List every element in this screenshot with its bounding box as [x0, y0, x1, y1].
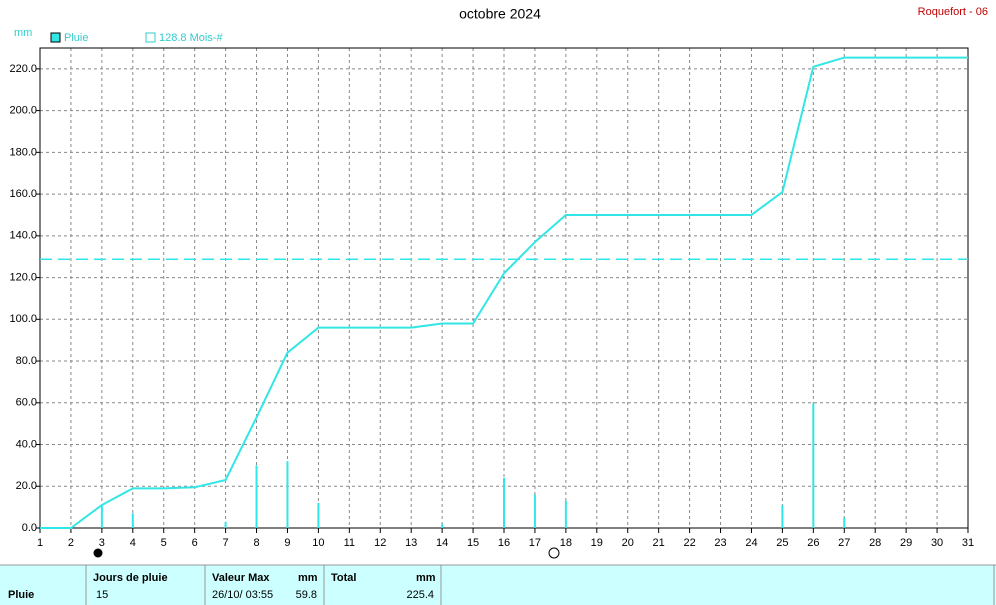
- x-tick-label: 19: [591, 537, 603, 549]
- x-tick-label: 17: [529, 537, 541, 549]
- x-tick-label: 7: [223, 537, 229, 549]
- legend-swatch: [145, 32, 156, 43]
- x-tick-label: 23: [714, 537, 726, 549]
- bar: [812, 403, 815, 528]
- x-tick-label: 3: [99, 537, 105, 549]
- y-tick-label: 180.0: [9, 146, 37, 158]
- x-tick-label: 10: [312, 537, 324, 549]
- x-tick-label: 22: [683, 537, 695, 549]
- bar: [533, 494, 536, 528]
- x-tick-label: 21: [653, 537, 665, 549]
- y-tick-label: 80.0: [16, 355, 37, 367]
- station: Roquefort - 06: [918, 6, 988, 18]
- x-tick-label: 13: [405, 537, 417, 549]
- x-tick-label: 4: [130, 537, 136, 549]
- cell: 59.8: [296, 589, 317, 601]
- bar: [100, 505, 103, 528]
- y-tick-label: 160.0: [9, 188, 37, 200]
- x-tick-label: 24: [745, 537, 757, 549]
- x-tick-label: 14: [436, 537, 448, 549]
- x-tick-label: 18: [560, 537, 572, 549]
- x-tick-label: 29: [900, 537, 912, 549]
- x-tick-label: 9: [284, 537, 290, 549]
- bar: [843, 517, 846, 528]
- x-tick-label: 12: [374, 537, 386, 549]
- header: Jours de pluie: [93, 572, 168, 584]
- x-tick-label: 30: [931, 537, 943, 549]
- bar: [286, 461, 289, 528]
- bar: [131, 513, 134, 528]
- cumulative-line: [40, 56, 968, 529]
- y-tick-label: 140.0: [9, 230, 37, 242]
- bar: [503, 477, 505, 528]
- x-tick-label: 16: [498, 537, 510, 549]
- y-tick-label: 20.0: [16, 480, 37, 492]
- x-tick-label: 25: [776, 537, 788, 549]
- table-bg: [0, 565, 996, 605]
- x-tick-label: 20: [622, 537, 634, 549]
- legend-label: Pluie: [64, 32, 88, 44]
- chart-title: octobre 2024: [459, 6, 541, 22]
- x-tick-label: 11: [344, 537, 355, 549]
- x-tick-label: 28: [869, 537, 881, 549]
- x-tick-label: 8: [253, 537, 259, 549]
- row-label: Pluie: [8, 589, 34, 601]
- bar: [564, 500, 567, 528]
- x-tick-label: 1: [37, 537, 43, 549]
- x-tick-label: 26: [807, 537, 819, 549]
- header: mm: [298, 572, 318, 584]
- y-label: mm: [14, 27, 32, 39]
- moon-icon: [548, 547, 560, 559]
- y-tick-label: 200.0: [9, 105, 37, 117]
- x-tick-label: 2: [68, 537, 74, 549]
- x-tick-label: 15: [467, 537, 479, 549]
- x-tick-label: 31: [962, 537, 974, 549]
- x-tick-label: 5: [161, 537, 167, 549]
- y-tick-label: 40.0: [16, 438, 37, 450]
- cell: 225.4: [406, 589, 434, 601]
- bar: [255, 465, 258, 528]
- cell: 15: [96, 589, 108, 601]
- header: Total: [331, 572, 356, 584]
- y-tick-label: 120.0: [9, 271, 37, 283]
- header: Valeur Max: [212, 572, 270, 584]
- header: mm: [416, 572, 436, 584]
- y-tick-label: 0.0: [22, 522, 37, 534]
- moon-icon: [93, 548, 103, 558]
- legend-swatch: [50, 32, 61, 43]
- y-tick-label: 220.0: [9, 63, 37, 75]
- legend-label: 128.8 Mois-#: [159, 32, 223, 44]
- y-tick-label: 100.0: [9, 313, 37, 325]
- x-tick-label: 6: [192, 537, 198, 549]
- cell: 26/10/ 03:55: [212, 589, 273, 601]
- bar: [441, 523, 444, 528]
- bar: [317, 502, 320, 528]
- x-tick-label: 27: [838, 537, 850, 549]
- bar: [224, 521, 227, 528]
- summary-table: Pluie Jours de pluie 15 Valeur Max mm 26…: [0, 564, 996, 605]
- bar: [781, 505, 784, 528]
- y-tick-label: 60.0: [16, 397, 37, 409]
